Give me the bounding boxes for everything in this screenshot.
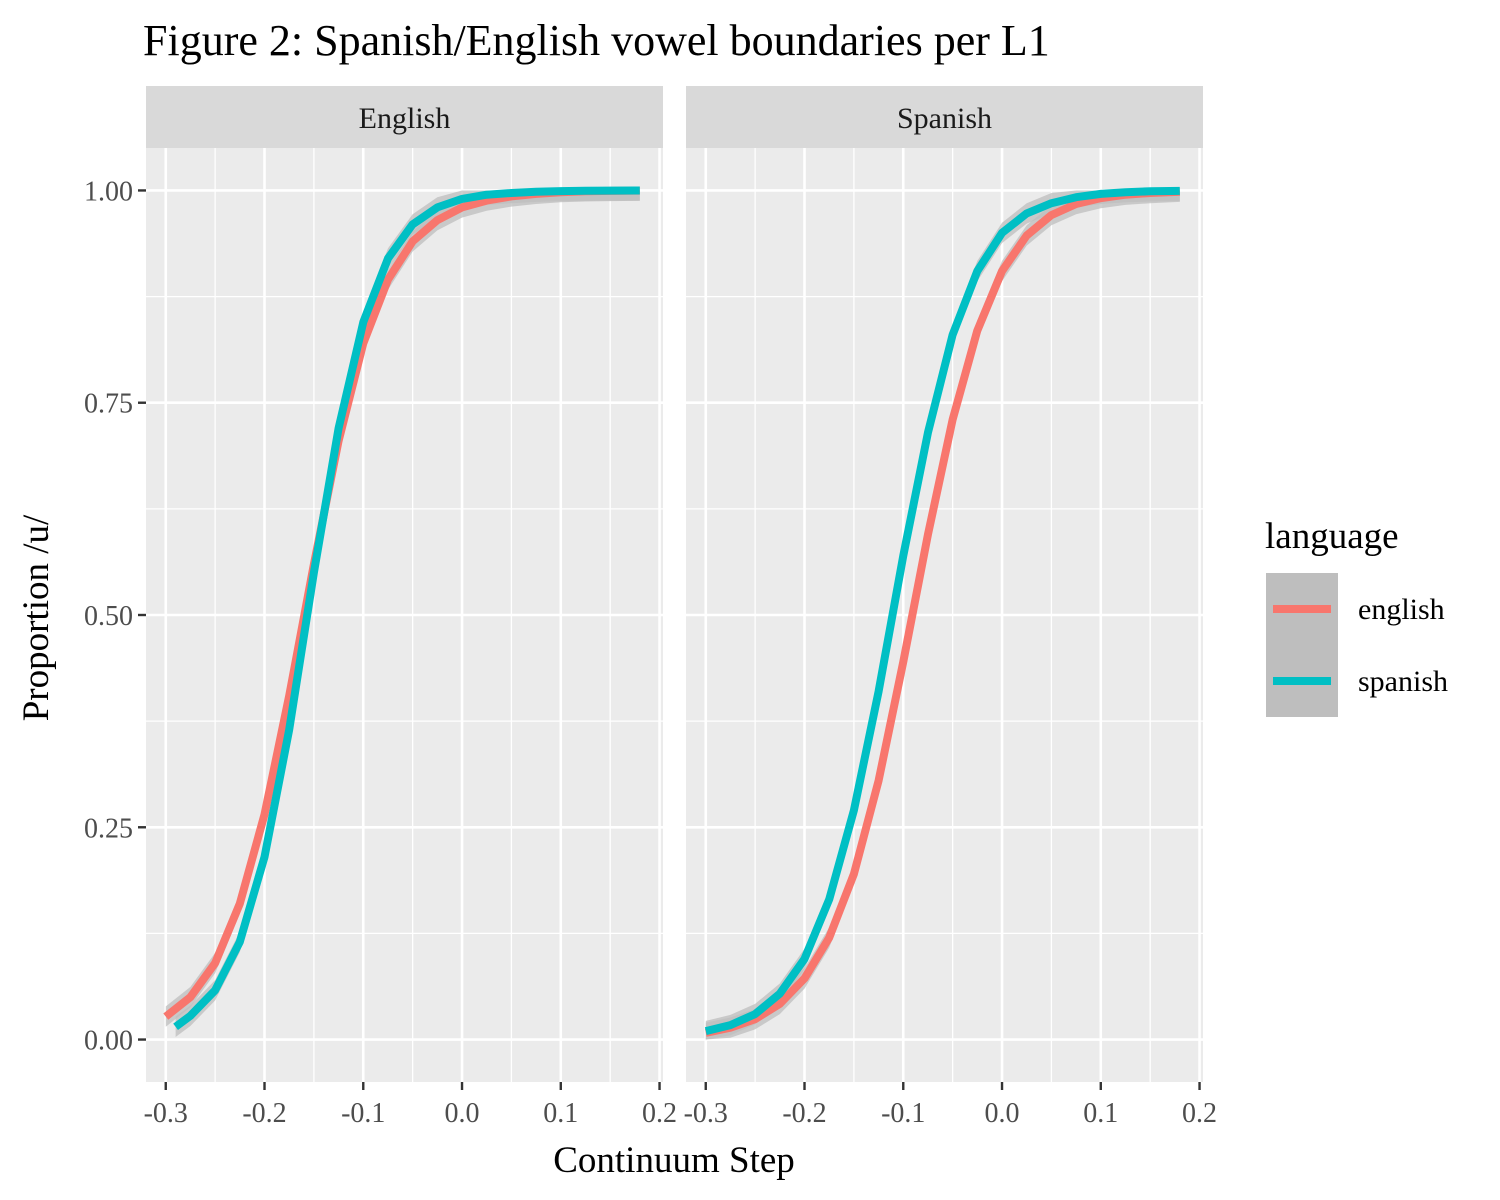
y-axis-title: Proportion /u/	[16, 514, 57, 721]
series-line-spanish	[173, 186, 640, 1031]
y-tick-label: 0.50	[84, 601, 133, 632]
x-tick-label: 0.2	[1182, 1098, 1217, 1129]
x-tick-label: 0.0	[985, 1098, 1020, 1129]
panel-english: English -0.3 -0.2 -0.1 0.0 0.1 0.2 0.00 0.25 0.50…	[84, 86, 677, 1129]
legend-keys: english spanish	[1266, 573, 1448, 717]
x-tick-label: 0.1	[1083, 1098, 1118, 1129]
y-tick-label: 0.25	[84, 813, 133, 844]
facet-strip	[146, 86, 663, 148]
y-tick-label: 1.00	[84, 176, 133, 207]
series-line-english	[704, 187, 1180, 1037]
panels-layer: English -0.3 -0.2 -0.1 0.0 0.1 0.2 0.00 0.25 0.50…	[84, 86, 1217, 1129]
y-tick-label: 0.75	[84, 389, 133, 420]
legend-label-spanish: spanish	[1358, 665, 1448, 698]
series-line-spanish	[704, 186, 1180, 1035]
y-tick-label: 0.00	[84, 1026, 133, 1057]
x-tick-label: 0.2	[642, 1098, 677, 1129]
x-tick-label: -0.1	[341, 1098, 385, 1129]
facet-strip-label: English	[359, 102, 451, 135]
facet-strip	[686, 86, 1203, 148]
panel-spanish: Spanish -0.3 -0.2 -0.1 0.0 0.1 0.2	[684, 86, 1217, 1129]
x-tick-label: -0.2	[782, 1098, 826, 1129]
facet-strip-label: Spanish	[897, 102, 992, 135]
x-tick-label: -0.1	[881, 1098, 925, 1129]
x-tick-label: -0.3	[144, 1098, 188, 1129]
x-tick-label: 0.1	[543, 1098, 578, 1129]
legend: language english spanish	[1265, 516, 1448, 717]
x-tick-label: 0.0	[445, 1098, 480, 1129]
chart-title: Figure 2: Spanish/English vowel boundari…	[143, 16, 1050, 65]
x-axis-title: Continuum Step	[553, 1140, 795, 1181]
x-tick-label: -0.2	[242, 1098, 286, 1129]
legend-title: language	[1265, 516, 1399, 557]
x-tick-label: -0.3	[684, 1098, 728, 1129]
legend-label-english: english	[1358, 593, 1445, 626]
